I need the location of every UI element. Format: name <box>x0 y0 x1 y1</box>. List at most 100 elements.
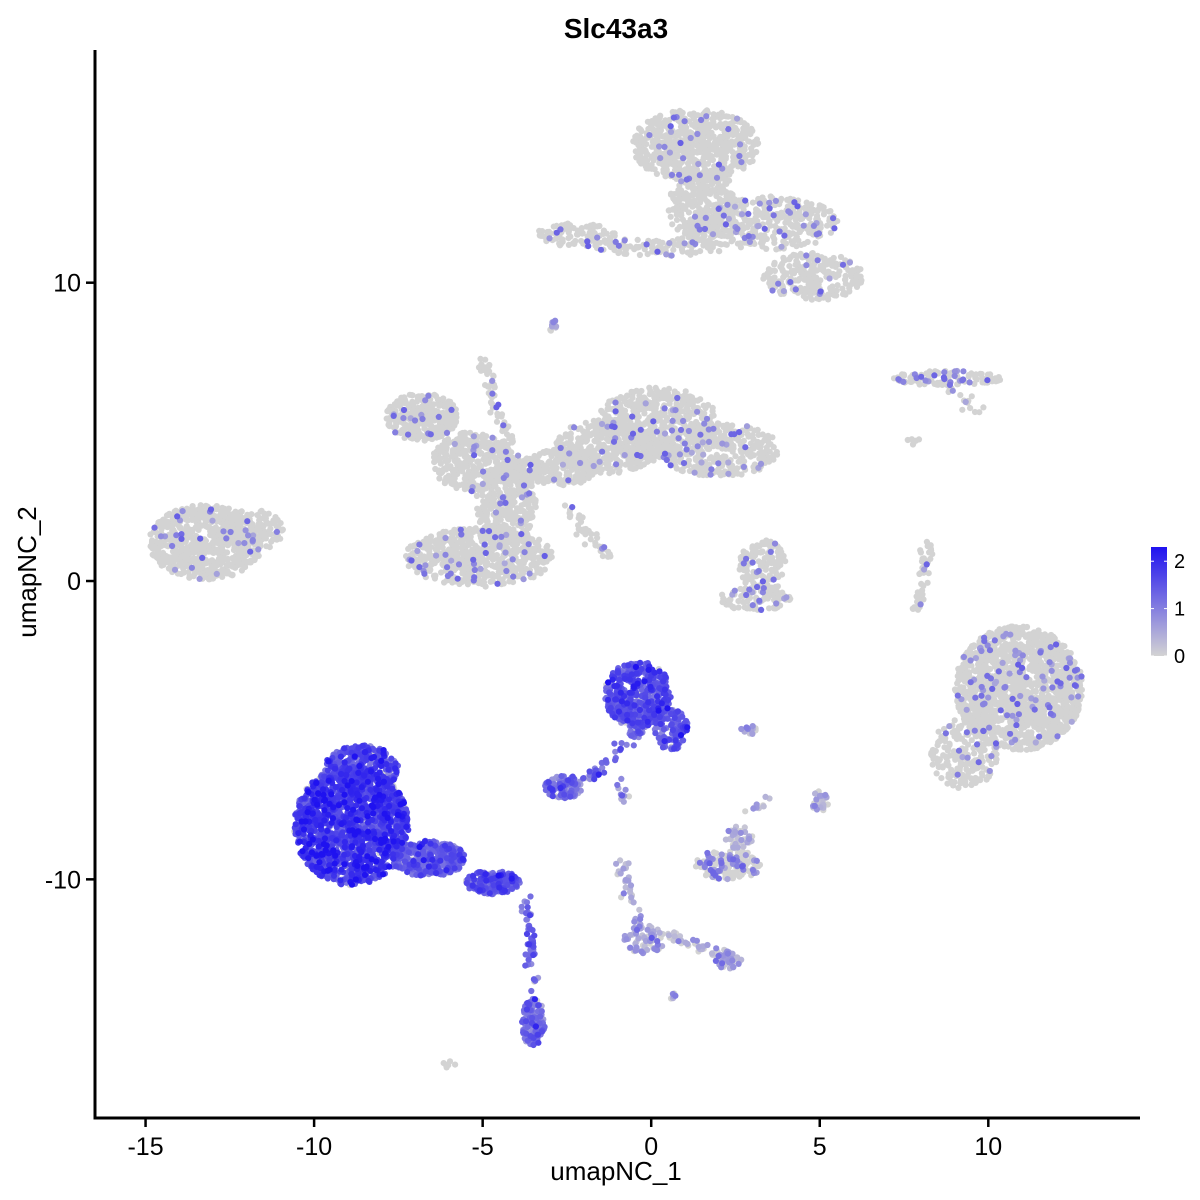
cell-point <box>208 572 215 579</box>
cell-point <box>667 213 674 220</box>
cell-point <box>467 474 474 481</box>
cell-point <box>154 554 161 561</box>
cell-point <box>726 166 733 173</box>
cell-point <box>481 438 488 445</box>
cell-point <box>148 539 156 546</box>
cell-point <box>537 570 544 577</box>
cell-point <box>202 502 209 509</box>
cell-point <box>407 421 414 428</box>
cell-point <box>157 543 165 550</box>
cell-point <box>667 191 675 198</box>
cell-point <box>750 141 757 148</box>
cell-point <box>443 402 450 409</box>
cell-point <box>759 233 766 240</box>
cell-point <box>572 478 579 485</box>
cell-point <box>759 449 767 456</box>
cell-point <box>631 403 638 410</box>
cell-point <box>717 186 724 193</box>
cell-point <box>205 543 212 550</box>
cell-point <box>432 392 439 400</box>
cell-point <box>547 469 554 476</box>
cell-point <box>469 546 476 553</box>
cell-point <box>684 160 692 167</box>
cell-point <box>278 527 285 534</box>
cell-point <box>727 190 734 197</box>
cell-point <box>616 467 623 474</box>
cell-point <box>763 245 770 252</box>
cell-point <box>652 384 659 391</box>
cell-point <box>175 522 182 529</box>
cell-point <box>709 186 716 194</box>
cell-point <box>585 424 592 431</box>
cell-point <box>483 451 491 458</box>
cell-point <box>257 540 264 547</box>
cell-point <box>419 403 426 410</box>
cell-point <box>463 565 470 572</box>
cell-point <box>455 555 462 562</box>
cell-point <box>470 463 477 470</box>
cell-point <box>722 153 730 160</box>
cell-point <box>510 510 517 518</box>
cell-point <box>395 400 402 407</box>
cell-point <box>780 238 787 245</box>
cell-point <box>685 209 693 216</box>
cell-point <box>210 540 218 547</box>
cell-point <box>767 193 774 200</box>
cell-point <box>182 516 189 523</box>
cell-point <box>490 470 497 478</box>
cell-point <box>804 238 811 246</box>
cell-point <box>700 162 708 169</box>
cell-point <box>433 434 440 441</box>
cell-point <box>202 516 209 523</box>
cell-point <box>192 517 199 524</box>
cell-point <box>700 138 707 145</box>
cell-point <box>168 531 175 538</box>
cell-point <box>452 466 459 473</box>
cell-point <box>749 199 757 206</box>
cell-point <box>183 525 190 532</box>
cell-point <box>644 436 651 443</box>
cell-point <box>730 445 737 452</box>
cell-point <box>660 445 667 452</box>
cell-point <box>722 427 729 434</box>
cell-point <box>604 456 611 463</box>
cell-point <box>229 571 236 578</box>
cell-point <box>399 426 406 433</box>
cell-point <box>761 437 768 444</box>
cell-point <box>200 543 207 550</box>
cell-point <box>209 527 216 534</box>
cell-point <box>544 547 551 554</box>
cell-point <box>454 545 461 552</box>
cell-point <box>673 211 680 218</box>
cell-point <box>436 533 443 541</box>
cell-point <box>445 474 453 481</box>
cell-point <box>812 239 819 246</box>
cell-point <box>636 158 643 165</box>
cell-point <box>238 520 245 527</box>
cell-point <box>409 398 416 405</box>
cell-point <box>431 575 438 582</box>
cell-point <box>715 139 722 146</box>
cell-point <box>228 523 235 530</box>
cell-point <box>453 484 460 492</box>
cell-point <box>261 510 268 517</box>
cell-point <box>494 442 501 449</box>
cell-point <box>270 520 277 527</box>
cell-point <box>429 410 436 417</box>
cell-point <box>451 527 458 534</box>
cell-point <box>491 491 498 498</box>
cell-point <box>204 524 211 531</box>
cell-point <box>603 415 610 422</box>
cell-point <box>556 475 563 483</box>
cell-point <box>730 470 737 477</box>
cell-point <box>478 487 485 494</box>
cell-point <box>213 506 220 513</box>
cell-point <box>796 227 803 234</box>
cell-point <box>583 460 590 467</box>
cell-point <box>690 148 697 155</box>
cell-point <box>219 504 226 511</box>
cell-point <box>462 574 469 582</box>
cell-point <box>545 459 552 466</box>
cell-point <box>174 556 181 564</box>
cell-point <box>228 562 235 569</box>
